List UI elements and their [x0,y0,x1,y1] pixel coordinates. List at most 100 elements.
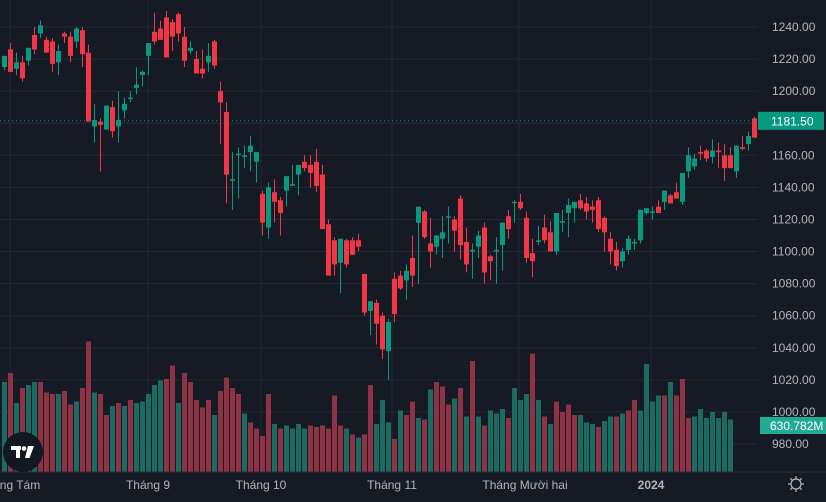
volume-bar [404,415,409,472]
candle [56,51,61,63]
candle [398,275,403,289]
volume-bar [650,401,655,472]
volume-bar [476,416,481,472]
candle [92,120,97,127]
volume-bar [50,394,55,472]
volume-bar [86,341,91,472]
volume-bar [80,388,85,472]
volume-bar [380,400,385,472]
candle [176,14,181,34]
volume-bar [38,382,43,472]
candle [506,216,511,230]
candle [122,103,127,111]
candle [470,249,475,252]
candle [602,217,607,233]
candle [440,232,445,239]
volume-bar [368,385,373,472]
volume-bar [158,380,163,472]
candle [590,206,595,210]
volume-bar [332,395,337,472]
volume-bar [392,439,397,472]
volume-bar [590,424,595,472]
volume-bar [638,410,643,472]
candle [242,155,247,157]
volume-bar [482,425,487,472]
candle [578,200,583,209]
candle [374,302,379,324]
volume-bar [620,413,625,472]
candle [38,25,43,34]
candle [50,41,55,64]
volume-bar [134,403,139,472]
price-axis[interactable] [758,0,826,497]
volume-bar [122,406,127,472]
volume-bar [272,424,277,472]
time-tick-label: ng Tám [0,478,40,492]
volume-bar [188,382,193,472]
price-tick-label: 1140.00 [772,180,815,194]
candle [728,155,733,169]
candle [722,155,727,169]
volume-bar [170,365,175,472]
volume-bar [182,373,187,472]
volume-bar [470,361,475,472]
volume-bar [254,428,259,472]
time-tick-label: Tháng 9 [126,478,170,492]
candle [86,52,91,122]
volume-bar [524,394,529,472]
volume-bar [608,416,613,472]
volume-bar [716,418,721,472]
candle [236,153,241,156]
candle [368,301,373,311]
candle [746,136,751,145]
volume-bar [464,416,469,472]
volume-bar [296,424,301,472]
candle [614,249,619,266]
candle [146,43,151,56]
volume-bar [344,428,349,472]
volume-bar [284,425,289,472]
volume-bars [2,341,733,472]
candle [74,28,79,42]
candle [338,238,343,263]
candle [218,91,223,103]
candle [350,240,355,255]
candle [476,235,481,247]
time-tick-label: Tháng 10 [236,478,287,492]
volume-bar [554,401,559,472]
volume-bar [512,388,517,472]
volume-bar [236,394,241,472]
candle [206,55,211,63]
candle [410,257,415,276]
candle [710,150,715,157]
volume-bar [98,394,103,472]
candle [428,243,433,252]
candle [584,203,589,212]
candle [284,176,289,191]
volume-bar [644,364,649,472]
candle [230,179,235,181]
candle [254,152,259,162]
volume-bar [164,379,169,472]
volume-bar [530,353,535,472]
candle [32,35,37,50]
candle [404,270,409,281]
volume-bar [26,385,31,472]
volume-bar [560,412,565,472]
volume-bar [74,401,79,472]
candle [422,211,427,238]
time-tick-label: Tháng Mười hai [482,478,567,492]
tradingview-logo[interactable] [3,432,43,472]
chart-settings-button[interactable] [786,474,806,494]
candle [656,206,661,214]
candle [164,17,169,58]
candle [326,224,331,276]
candle [416,206,421,223]
price-tick-label: 1240.00 [772,20,816,34]
price-tick-label: 980.00 [772,437,809,451]
volume-bar [680,379,685,472]
volume-bar [362,434,367,472]
candle [332,240,337,265]
